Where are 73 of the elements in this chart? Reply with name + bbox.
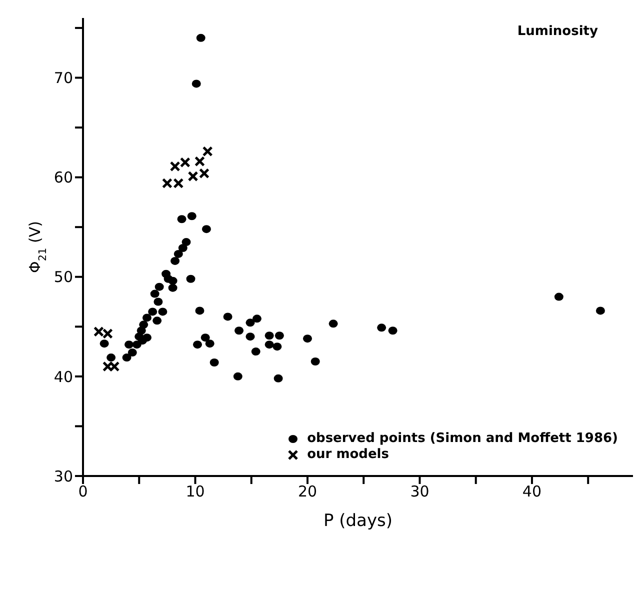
point [194, 156, 205, 167]
point [251, 348, 260, 356]
point [264, 332, 274, 340]
point [233, 372, 242, 380]
point [170, 161, 180, 172]
point [274, 374, 283, 382]
point [310, 358, 320, 366]
point [186, 274, 196, 283]
point [154, 298, 163, 306]
y-tick-label: 50 [54, 268, 73, 286]
point [246, 318, 255, 327]
point [102, 361, 113, 372]
point [124, 340, 134, 349]
point [122, 354, 132, 362]
x-tick-label: 30 [410, 482, 430, 501]
point [264, 340, 274, 349]
point [174, 250, 183, 258]
point [388, 326, 398, 335]
point [168, 284, 178, 292]
point [152, 316, 162, 325]
point [195, 306, 204, 315]
point [154, 282, 164, 291]
x-tick-label: 20 [298, 482, 318, 501]
point [377, 324, 386, 332]
point [252, 314, 262, 323]
point [93, 326, 104, 337]
point [192, 340, 202, 349]
point [596, 306, 605, 315]
x-tick-label: 10 [186, 482, 205, 501]
y-tick-label: 60 [54, 168, 73, 187]
x-tick-label: 40 [522, 482, 542, 501]
legend-label: our models [307, 447, 389, 463]
point [170, 256, 180, 265]
point [196, 34, 206, 42]
text: Luminosity [517, 24, 598, 39]
point [173, 178, 184, 189]
point [192, 80, 201, 88]
point [100, 340, 109, 348]
point [106, 354, 116, 362]
point [180, 157, 190, 168]
point [158, 308, 168, 316]
point [188, 171, 198, 182]
x-tick-label: 0 [78, 482, 88, 501]
point [554, 292, 564, 301]
legend-label: observed points (Simon and Moffett 1986) [307, 431, 618, 447]
y-tick-label: 30 [54, 467, 73, 486]
point [328, 320, 338, 328]
point [102, 328, 113, 339]
point [246, 332, 255, 341]
point [234, 326, 244, 335]
point [178, 244, 188, 252]
y-tick-label: 70 [54, 69, 73, 88]
point [205, 340, 214, 348]
point [182, 238, 191, 246]
point [272, 342, 282, 351]
point [198, 168, 210, 179]
point [302, 334, 312, 343]
point [177, 215, 186, 224]
point [168, 276, 178, 285]
x-axis-title: P (days) [323, 511, 393, 531]
point [162, 178, 172, 189]
point [187, 212, 196, 220]
point [128, 348, 137, 357]
point [223, 312, 232, 321]
point [202, 225, 211, 234]
y-tick-label: 40 [54, 368, 73, 386]
point [200, 334, 210, 342]
point [142, 314, 152, 322]
point [202, 146, 213, 157]
point [150, 290, 160, 298]
point [210, 358, 219, 366]
point [274, 332, 284, 340]
point [148, 308, 158, 316]
